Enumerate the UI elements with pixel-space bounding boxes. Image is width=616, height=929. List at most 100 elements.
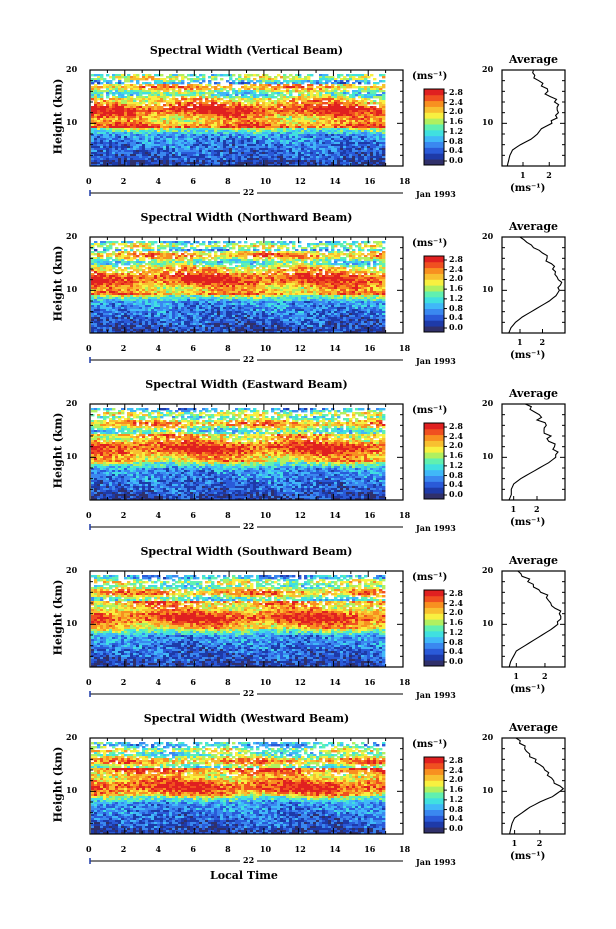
heatmap-cell bbox=[328, 80, 331, 82]
heatmap-cell bbox=[199, 74, 202, 76]
heatmap-cell bbox=[238, 92, 241, 94]
heatmap-cell bbox=[340, 86, 343, 88]
heatmap-cell bbox=[307, 257, 310, 259]
heatmap-cell bbox=[355, 94, 358, 96]
heatmap-cell bbox=[262, 247, 265, 249]
heatmap-cell bbox=[298, 245, 301, 247]
heatmap-cell bbox=[271, 245, 274, 247]
heatmap-cell bbox=[103, 80, 106, 82]
heatmap-cell bbox=[130, 261, 133, 263]
heatmap-cell bbox=[175, 102, 178, 104]
panel-1 bbox=[90, 70, 565, 196]
heatmap-cell bbox=[250, 253, 253, 255]
heatmap-cell bbox=[244, 100, 247, 102]
heatmap-cell bbox=[94, 253, 97, 255]
heatmap-cell bbox=[160, 88, 163, 90]
heatmap-cell bbox=[223, 88, 226, 90]
heatmap-cell bbox=[292, 90, 295, 92]
heatmap-cell bbox=[307, 80, 310, 82]
heatmap-cell bbox=[256, 90, 259, 92]
colorbar-swatch bbox=[424, 89, 444, 95]
heatmap-cell bbox=[265, 98, 268, 100]
heatmap-cell bbox=[250, 86, 253, 88]
heatmap-cell bbox=[229, 88, 232, 90]
heatmap-cell bbox=[205, 88, 208, 90]
heatmap-cell bbox=[280, 104, 283, 106]
heatmap-cell bbox=[310, 243, 313, 245]
heatmap-cell bbox=[319, 253, 322, 255]
heatmap-cell bbox=[187, 94, 190, 96]
heatmap-cell bbox=[187, 241, 190, 243]
heatmap-cell bbox=[166, 96, 169, 98]
heatmap-cell bbox=[313, 82, 316, 84]
heatmap-cell bbox=[181, 86, 184, 88]
heatmap-cell bbox=[274, 243, 277, 245]
heatmap-cell bbox=[355, 104, 358, 106]
heatmap-cell bbox=[325, 98, 328, 100]
heatmap-cell bbox=[322, 243, 325, 245]
heatmap-cell bbox=[136, 241, 139, 243]
heatmap-cell bbox=[256, 241, 259, 243]
heatmap-cell bbox=[208, 100, 211, 102]
heatmap-cell bbox=[331, 78, 334, 80]
heatmap-cell bbox=[175, 86, 178, 88]
heatmap-cell bbox=[310, 74, 313, 76]
heatmap-cell bbox=[244, 245, 247, 247]
heatmap-cell bbox=[232, 82, 235, 84]
heatmap-cell bbox=[244, 78, 247, 80]
heatmap-cell bbox=[220, 74, 223, 76]
heatmap-cell bbox=[277, 257, 280, 259]
heatmap-cell bbox=[301, 82, 304, 84]
heatmap-cell bbox=[379, 249, 382, 251]
heatmap-cell bbox=[196, 261, 199, 263]
heatmap-cell bbox=[382, 247, 385, 249]
heatmap-cell bbox=[112, 253, 115, 255]
colorbar-swatch bbox=[424, 147, 444, 153]
heatmap-cell bbox=[265, 243, 268, 245]
heatmap-cell bbox=[346, 74, 349, 76]
heatmap-cell bbox=[220, 78, 223, 80]
heatmap-cell bbox=[178, 249, 181, 251]
heatmap-cell bbox=[322, 102, 325, 104]
heatmap-cell bbox=[145, 84, 148, 86]
heatmap-cell bbox=[160, 100, 163, 102]
heatmap-cell bbox=[91, 253, 94, 255]
heatmap-cell bbox=[154, 241, 157, 243]
heatmap-cell bbox=[169, 249, 172, 251]
heatmap-cell bbox=[379, 90, 382, 92]
heatmap-cell bbox=[196, 245, 199, 247]
heatmap-cell bbox=[343, 253, 346, 255]
heatmap-cell bbox=[250, 245, 253, 247]
heatmap-cell bbox=[178, 94, 181, 96]
heatmap-cell bbox=[280, 76, 283, 78]
heatmap-cell bbox=[346, 249, 349, 251]
colorbar-swatch bbox=[424, 107, 444, 113]
heatmap-cell bbox=[94, 74, 97, 76]
heatmap-cell bbox=[124, 257, 127, 259]
heatmap bbox=[91, 74, 385, 166]
heatmap-cell bbox=[196, 241, 199, 243]
heatmap-cell bbox=[181, 243, 184, 245]
heatmap-cell bbox=[352, 86, 355, 88]
heatmap-cell bbox=[367, 76, 370, 78]
heatmap-cell bbox=[193, 100, 196, 102]
colorbar-swatch bbox=[424, 124, 444, 130]
heatmap-cell bbox=[259, 100, 262, 102]
heatmap-cell bbox=[379, 245, 382, 247]
heatmap-cell bbox=[280, 86, 283, 88]
heatmap-cell bbox=[376, 90, 379, 92]
heatmap-cell bbox=[145, 100, 148, 102]
heatmap-cell bbox=[316, 82, 319, 84]
heatmap-cell bbox=[265, 249, 268, 251]
heatmap-cell bbox=[184, 245, 187, 247]
heatmap-cell bbox=[313, 102, 316, 104]
heatmap-cell bbox=[355, 241, 358, 243]
heatmap-cell bbox=[91, 98, 94, 100]
heatmap-cell bbox=[187, 74, 190, 76]
heatmap-cell bbox=[376, 82, 379, 84]
heatmap-cell bbox=[274, 96, 277, 98]
heatmap-cell bbox=[247, 92, 250, 94]
heatmap-cell bbox=[274, 82, 277, 84]
heatmap-cell bbox=[349, 247, 352, 249]
heatmap-cell bbox=[202, 243, 205, 245]
